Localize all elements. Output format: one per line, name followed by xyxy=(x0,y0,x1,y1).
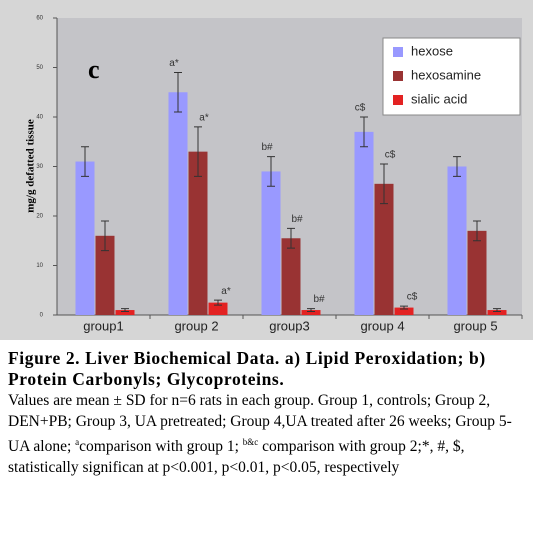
bar xyxy=(487,310,507,315)
error-bar xyxy=(174,71,182,113)
y-axis-label: mg/g defatted tissue xyxy=(25,119,37,213)
significance-label: b# xyxy=(313,294,325,305)
bar xyxy=(168,92,188,315)
panel-label: c xyxy=(88,55,100,84)
bar xyxy=(394,307,414,315)
bar xyxy=(301,310,321,315)
x-tick-label: group 5 xyxy=(453,318,497,333)
bar xyxy=(467,230,487,315)
x-tick-label: group 4 xyxy=(360,318,404,333)
error-bar xyxy=(81,146,89,177)
caption-text: comparison with group 2;*, #, $, statist… xyxy=(8,438,465,477)
bar xyxy=(208,302,228,315)
caption-heading: Figure 2. Liver Biochemical Data. a) Lip… xyxy=(8,348,486,389)
caption-body: Values are mean ± SD for n=6 rats in eac… xyxy=(8,390,524,478)
error-bar xyxy=(473,220,481,242)
y-tick-label: 0 xyxy=(40,313,44,319)
significance-label: a* xyxy=(199,113,209,124)
bar xyxy=(354,131,374,315)
x-tick-label: group1 xyxy=(83,318,123,333)
error-bar xyxy=(400,305,408,310)
error-bar xyxy=(493,308,501,313)
bar xyxy=(75,161,95,315)
significance-label: a* xyxy=(169,58,179,69)
error-bar xyxy=(360,116,368,148)
caption-superscript: b&c xyxy=(242,437,259,447)
bar xyxy=(95,235,115,315)
legend-swatch xyxy=(393,47,403,57)
error-bar xyxy=(194,126,202,177)
bar xyxy=(281,238,301,315)
bar xyxy=(374,183,394,315)
legend-label: hexose xyxy=(411,43,453,58)
caption-superscript: a xyxy=(75,437,80,447)
y-tick-label: 20 xyxy=(36,214,43,220)
x-tick-label: group 2 xyxy=(174,318,218,333)
error-bar xyxy=(380,163,388,205)
significance-label: c$ xyxy=(355,103,366,114)
y-tick-label: 30 xyxy=(36,164,43,170)
y-tick-label: 50 xyxy=(36,65,43,71)
significance-label: b# xyxy=(291,214,303,225)
y-tick-label: 40 xyxy=(36,115,43,121)
bar xyxy=(188,151,208,315)
significance-label: c$ xyxy=(407,292,418,303)
bar xyxy=(447,166,467,315)
error-bar xyxy=(453,156,461,177)
error-bar xyxy=(307,308,315,313)
chart: c mg/g defatted tissue 0 10 20 30 40 50 60 grou… xyxy=(0,0,533,340)
legend-box xyxy=(382,37,521,116)
x-tick-label: group3 xyxy=(269,318,309,333)
error-bar xyxy=(121,308,129,313)
legend-swatch xyxy=(393,95,403,105)
legend-swatch xyxy=(393,71,403,81)
caption-text: Values are mean ± SD for n=6 rats in eac… xyxy=(8,392,512,456)
y-tick-label: 60 xyxy=(36,16,43,22)
error-bar xyxy=(267,156,275,187)
significance-label: c$ xyxy=(385,150,396,161)
legend-label: hexosamine xyxy=(411,67,481,82)
significance-label: a* xyxy=(221,286,231,297)
bar xyxy=(261,171,281,315)
caption: Figure 2. Liver Biochemical Data. a) Lip… xyxy=(8,348,524,478)
error-bar xyxy=(214,299,222,306)
error-bar xyxy=(101,220,109,252)
y-tick-label: 10 xyxy=(36,263,43,269)
error-bar xyxy=(287,227,295,249)
bar xyxy=(115,310,135,315)
caption-text: comparison with group 1; xyxy=(79,438,243,456)
legend-label: sialic acid xyxy=(411,91,467,106)
significance-label: b# xyxy=(261,142,273,153)
